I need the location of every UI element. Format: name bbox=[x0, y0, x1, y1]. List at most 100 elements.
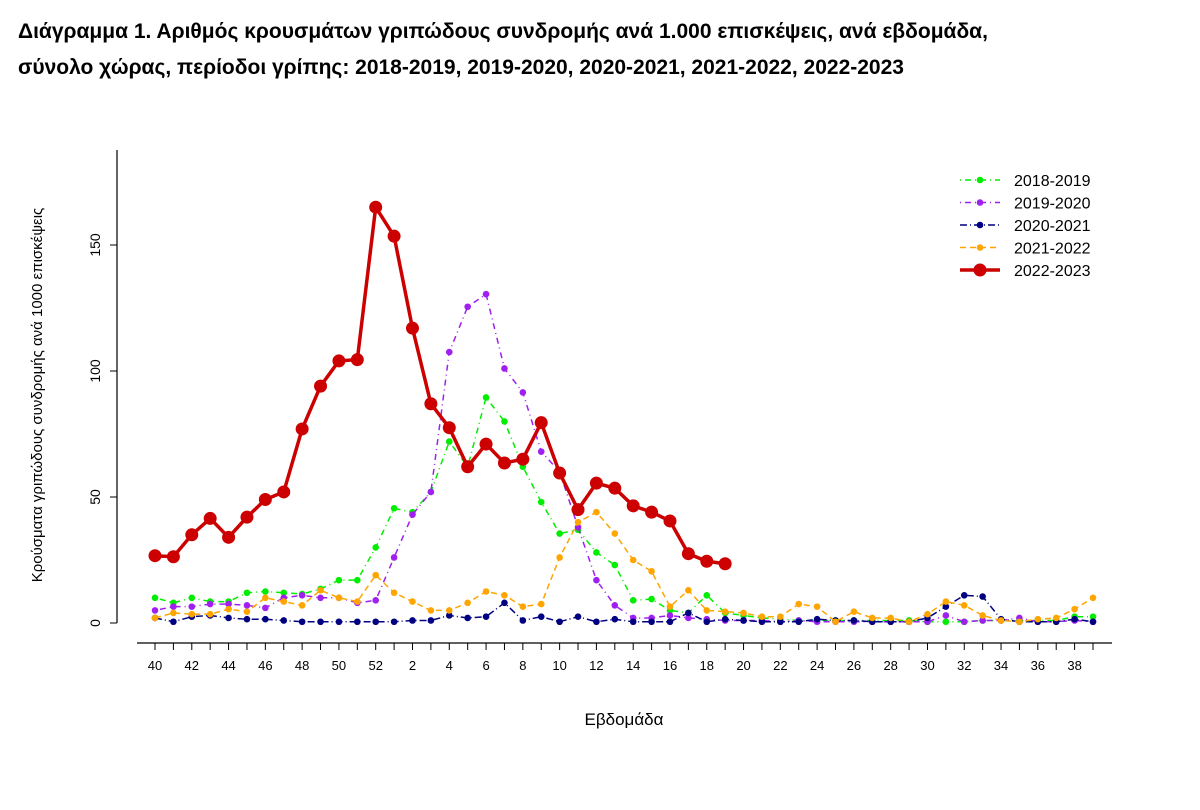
data-point bbox=[262, 615, 269, 623]
data-point bbox=[240, 510, 254, 524]
data-point bbox=[461, 460, 475, 474]
data-point bbox=[960, 602, 968, 609]
data-point bbox=[758, 618, 766, 626]
data-point bbox=[170, 618, 177, 626]
data-point bbox=[777, 613, 784, 620]
data-point bbox=[718, 557, 732, 571]
chart-title-line2: σύνολο χώρας, περίοδοι γρίπης: 2018-2019… bbox=[18, 56, 904, 79]
data-point bbox=[390, 554, 398, 561]
data-point bbox=[277, 485, 291, 499]
x-tick-label: 16 bbox=[663, 658, 677, 673]
data-point bbox=[960, 618, 968, 626]
data-point bbox=[924, 610, 931, 618]
x-tick-label: 46 bbox=[258, 658, 272, 673]
data-point bbox=[262, 588, 269, 595]
data-point bbox=[354, 576, 361, 584]
data-point bbox=[427, 607, 435, 614]
legend-marker bbox=[976, 176, 984, 184]
data-point bbox=[170, 603, 177, 610]
data-point bbox=[942, 598, 950, 605]
data-point bbox=[332, 354, 346, 368]
data-point bbox=[703, 607, 711, 614]
data-point bbox=[626, 499, 640, 513]
legend-item: 2018-2019 bbox=[960, 173, 1091, 190]
data-point bbox=[1016, 618, 1023, 626]
data-point bbox=[243, 608, 251, 615]
data-point bbox=[222, 530, 236, 544]
data-point bbox=[243, 615, 251, 623]
data-point bbox=[593, 576, 600, 584]
data-point bbox=[666, 603, 674, 610]
data-point bbox=[243, 589, 251, 597]
data-point bbox=[424, 397, 438, 411]
data-point bbox=[225, 600, 232, 608]
x-tick-label: 14 bbox=[626, 658, 640, 673]
data-point bbox=[335, 618, 343, 626]
data-point bbox=[1089, 594, 1097, 602]
data-point bbox=[203, 511, 217, 525]
data-point bbox=[608, 481, 622, 495]
data-point bbox=[593, 549, 600, 556]
y-tick-label: 100 bbox=[87, 359, 103, 383]
x-tick-label: 18 bbox=[700, 658, 714, 673]
data-point bbox=[629, 556, 637, 564]
data-point bbox=[206, 610, 214, 618]
data-point bbox=[574, 518, 582, 526]
data-point bbox=[740, 617, 747, 624]
data-point bbox=[960, 591, 968, 599]
data-point bbox=[390, 505, 398, 512]
data-point bbox=[685, 609, 692, 617]
series-line bbox=[154, 292, 1094, 623]
data-point bbox=[188, 610, 196, 618]
x-tick-label: 20 bbox=[736, 658, 750, 673]
data-point bbox=[335, 576, 343, 584]
data-point bbox=[537, 600, 545, 608]
data-point bbox=[298, 591, 306, 599]
data-point bbox=[262, 594, 269, 602]
series-line bbox=[154, 594, 1094, 623]
legend-item: 2019-2020 bbox=[960, 196, 1091, 213]
data-point bbox=[648, 568, 655, 575]
data-point bbox=[700, 554, 714, 568]
data-point bbox=[942, 612, 950, 619]
data-point bbox=[556, 618, 563, 626]
data-point bbox=[537, 613, 545, 620]
data-point bbox=[354, 618, 361, 626]
legend-marker bbox=[973, 263, 987, 277]
data-point bbox=[593, 508, 600, 516]
data-point bbox=[795, 618, 803, 626]
data-point bbox=[1089, 618, 1097, 626]
data-point bbox=[369, 200, 383, 214]
data-point bbox=[258, 493, 272, 507]
chart-title: Διάγραμμα 1. Αριθμός κρουσμάτων γριπώδου… bbox=[18, 14, 1198, 86]
data-point bbox=[645, 505, 659, 519]
data-point bbox=[482, 613, 490, 620]
data-point bbox=[556, 554, 563, 561]
data-point bbox=[390, 618, 398, 626]
data-point bbox=[942, 618, 950, 626]
data-point bbox=[243, 602, 251, 609]
data-point bbox=[151, 614, 159, 622]
data-point bbox=[721, 615, 729, 623]
y-axis-label: Κρούσματα γριπώδους συνδρομής ανά 1000 ε… bbox=[29, 208, 46, 583]
series-line bbox=[154, 395, 1093, 623]
data-point bbox=[206, 600, 214, 608]
data-point bbox=[314, 379, 328, 393]
data-point bbox=[648, 595, 655, 603]
x-tick-label: 8 bbox=[519, 658, 526, 673]
x-axis-label: Εβδομάδα bbox=[585, 710, 664, 729]
data-point bbox=[703, 618, 711, 626]
data-point bbox=[905, 618, 913, 626]
data-point bbox=[372, 597, 380, 604]
data-point bbox=[445, 348, 453, 356]
data-point bbox=[758, 613, 766, 620]
data-point bbox=[574, 613, 582, 620]
data-point bbox=[482, 588, 490, 595]
data-point bbox=[445, 438, 453, 445]
data-point bbox=[317, 618, 324, 626]
x-tick-label: 38 bbox=[1067, 658, 1081, 673]
data-point bbox=[1052, 614, 1060, 622]
data-point bbox=[295, 422, 309, 436]
data-point bbox=[151, 607, 159, 614]
data-point bbox=[887, 614, 894, 622]
